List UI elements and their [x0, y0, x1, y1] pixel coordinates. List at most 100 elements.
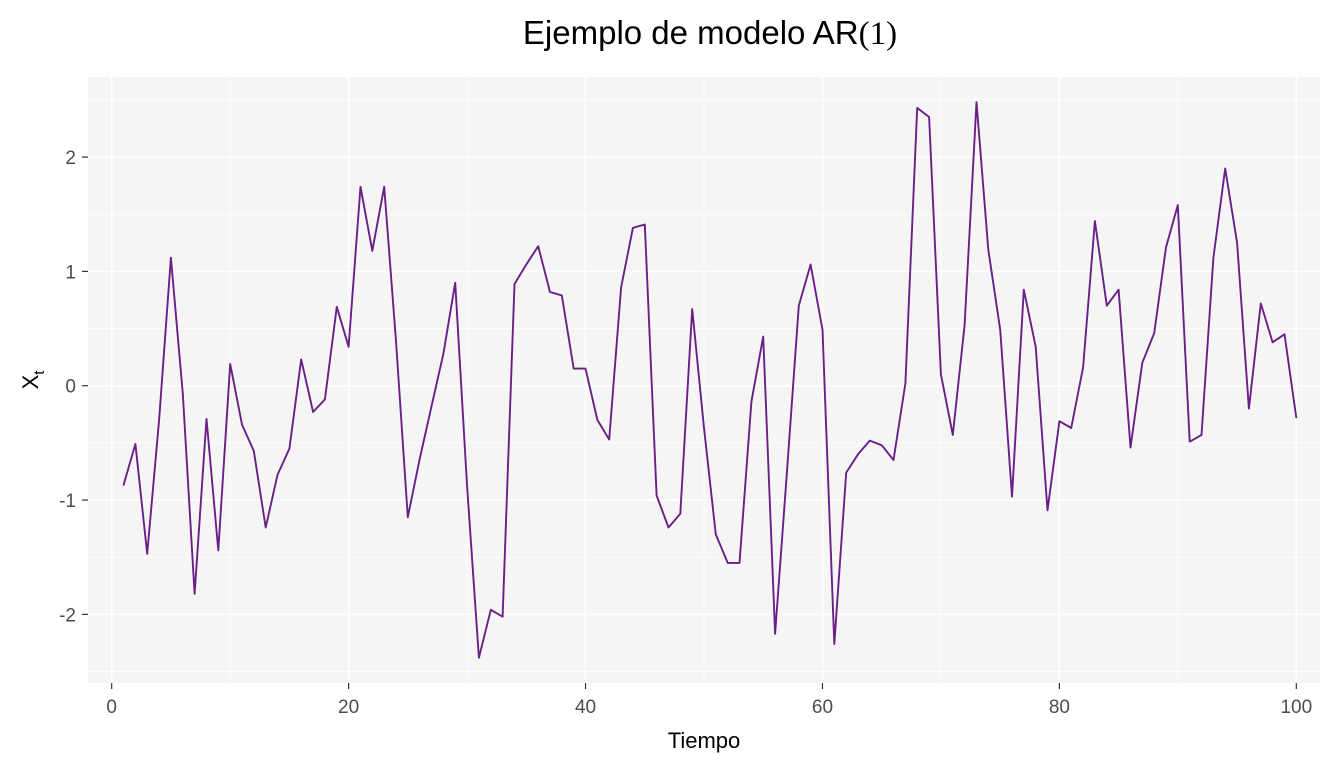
data-point	[383, 186, 385, 188]
data-point	[336, 306, 338, 308]
data-point	[430, 405, 433, 407]
data-point	[549, 291, 551, 293]
data-point	[667, 526, 670, 529]
x-axis: 0 20 40 60 80 100	[106, 683, 1312, 718]
data-point	[940, 373, 942, 375]
data-point	[1046, 509, 1049, 511]
data-point	[324, 398, 326, 400]
data-point	[964, 324, 966, 326]
data-point	[1035, 346, 1037, 348]
data-point	[916, 107, 918, 109]
x-tick-label: 20	[338, 697, 359, 718]
data-point	[1106, 305, 1108, 307]
data-point	[229, 363, 231, 365]
series-line	[122, 101, 1298, 659]
data-point	[217, 549, 219, 552]
data-point	[146, 553, 148, 555]
data-point	[833, 643, 835, 645]
data-point	[845, 472, 847, 474]
data-point	[537, 245, 539, 247]
data-point	[632, 227, 634, 229]
data-point	[478, 657, 480, 659]
x-tick-label: 60	[812, 697, 833, 718]
y-tick-label: -1	[59, 491, 76, 512]
data-point	[525, 263, 527, 266]
data-point	[561, 294, 563, 296]
data-point	[715, 533, 717, 536]
data-point	[679, 513, 681, 515]
data-point	[1153, 332, 1155, 334]
data-point	[1177, 204, 1179, 206]
data-point	[312, 411, 314, 413]
y-tick-label: 0	[65, 377, 76, 398]
x-tick-label: 100	[1280, 697, 1312, 718]
data-point	[762, 336, 764, 338]
data-point	[395, 340, 397, 342]
data-point	[584, 368, 587, 370]
chart-title: Ejemplo de modelo AR(1)	[522, 14, 898, 52]
data-point	[1248, 408, 1250, 410]
y-axis-title: Xt	[18, 370, 48, 390]
x-tick-label: 0	[106, 697, 117, 718]
data-point	[158, 419, 160, 421]
data-point	[466, 485, 468, 487]
data-point	[999, 329, 1001, 331]
data-point	[786, 472, 788, 474]
y-axis: -2 -1 0 1 2	[59, 148, 88, 626]
data-point	[644, 223, 646, 226]
major-gridlines	[88, 77, 1320, 683]
data-point	[1129, 446, 1132, 449]
data-point	[1058, 420, 1060, 422]
data-point	[348, 346, 350, 348]
data-point	[371, 250, 373, 252]
y-tick-label: 2	[65, 148, 76, 169]
data-point	[300, 358, 302, 360]
data-point	[1272, 341, 1274, 343]
data-point	[194, 593, 196, 595]
data-point	[620, 286, 622, 288]
data-point	[1260, 302, 1262, 304]
data-point	[1212, 257, 1214, 259]
data-point	[596, 419, 599, 421]
data-point	[987, 249, 989, 251]
data-point	[502, 616, 504, 618]
data-point	[821, 329, 824, 331]
minor-gridlines	[88, 77, 1320, 683]
data-point	[1070, 427, 1072, 429]
data-point	[454, 282, 456, 284]
data-point	[1011, 496, 1013, 498]
data-point	[774, 633, 776, 635]
data-point	[407, 516, 409, 518]
data-point	[276, 474, 279, 476]
data-point	[691, 308, 693, 310]
data-point	[359, 186, 362, 188]
data-point	[904, 382, 907, 384]
data-point	[1224, 167, 1226, 170]
x-tick-label: 40	[575, 697, 596, 718]
data-point	[750, 401, 753, 403]
data-point	[656, 494, 658, 497]
data-point	[1165, 246, 1167, 248]
data-point	[170, 257, 172, 259]
data-point	[1295, 417, 1297, 419]
x-axis-title: Tiempo	[668, 728, 741, 753]
data-point	[857, 453, 859, 455]
data-point	[975, 101, 978, 103]
data-point	[703, 427, 705, 429]
data-point	[1236, 242, 1238, 244]
data-point	[253, 450, 255, 452]
data-point	[1189, 441, 1191, 443]
data-point	[573, 368, 575, 370]
data-point	[881, 444, 883, 446]
data-point	[1283, 333, 1286, 335]
data-point	[727, 562, 729, 564]
data-point	[1094, 220, 1096, 222]
data-point	[419, 458, 421, 460]
data-point	[134, 443, 136, 445]
y-tick-label: 1	[65, 262, 76, 283]
data-point	[182, 393, 184, 395]
data-point	[265, 526, 267, 529]
data-point	[869, 440, 871, 442]
data-point	[892, 459, 895, 461]
